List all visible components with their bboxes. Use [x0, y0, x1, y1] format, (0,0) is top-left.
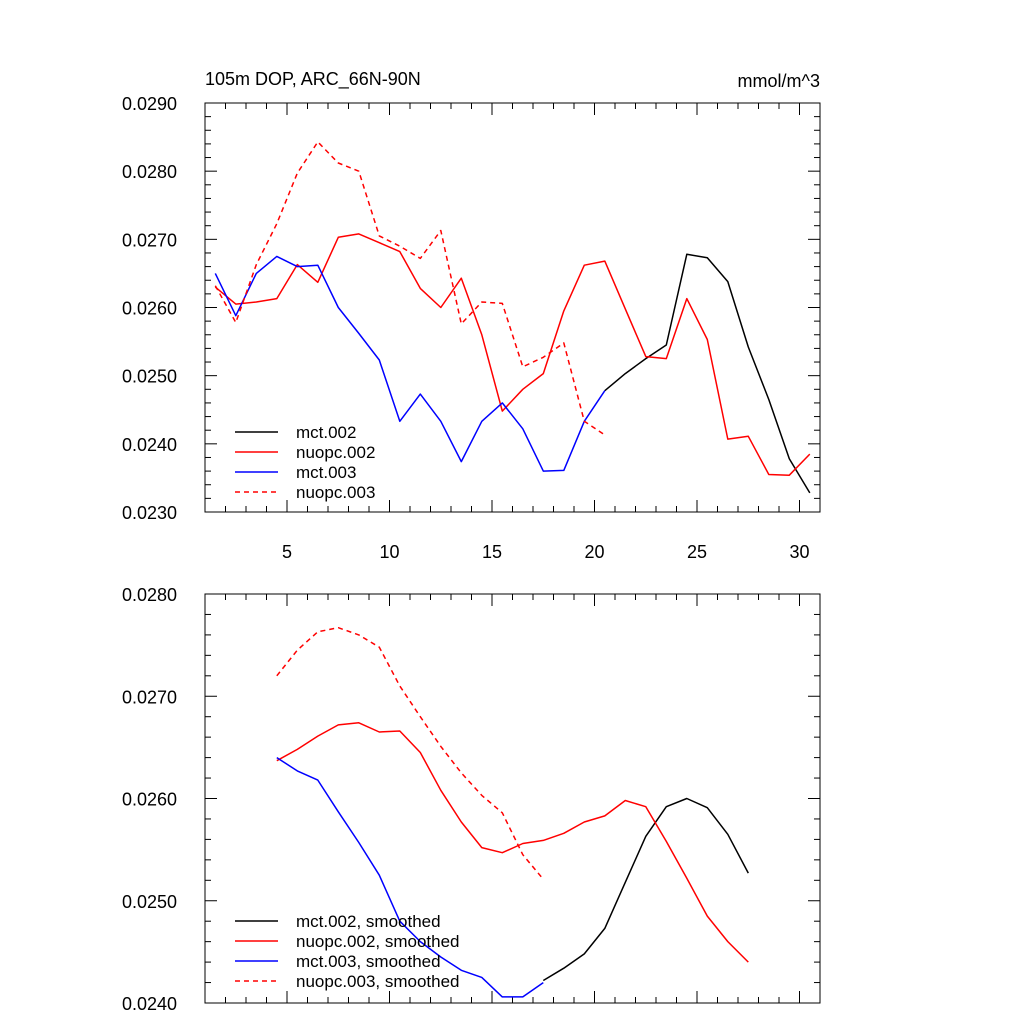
top-panel-title: 105m DOP, ARC_66N-90N — [205, 69, 421, 90]
bottom-legend-label-1: mct.002, smoothed — [296, 912, 441, 931]
top-series-line-1 — [604, 253, 811, 494]
top-legend-label-1: mct.002 — [296, 423, 356, 442]
top-series-line-2 — [214, 233, 811, 476]
bottom-series-line-1 — [542, 797, 749, 982]
top-series-line-4 — [214, 141, 606, 436]
top-x-tick-label: 25 — [687, 542, 707, 562]
bottom-y-tick-label: 0.0280 — [122, 585, 177, 605]
bottom-legend-label-2: nuopc.002, smoothed — [296, 932, 460, 951]
top-y-tick-label: 0.0270 — [122, 230, 177, 250]
bottom-y-tick-label: 0.0240 — [122, 994, 177, 1014]
top-y-tick-label: 0.0280 — [122, 162, 177, 182]
top-y-tick-label: 0.0260 — [122, 299, 177, 319]
top-x-tick-label: 15 — [482, 542, 502, 562]
top-x-tick-label: 10 — [379, 542, 399, 562]
top-x-tick-label: 5 — [282, 542, 292, 562]
top-y-tick-label: 0.0290 — [122, 94, 177, 114]
top-y-tick-label: 0.0250 — [122, 367, 177, 387]
top-legend-label-2: nuopc.002 — [296, 443, 375, 462]
bottom-legend-label-4: nuopc.003, smoothed — [296, 972, 460, 991]
top-panel-units: mmol/m^3 — [738, 71, 820, 91]
top-legend-label-4: nuopc.003 — [296, 483, 375, 502]
bottom-y-tick-label: 0.0250 — [122, 892, 177, 912]
top-legend-label-3: mct.003 — [296, 463, 356, 482]
top-x-tick-label: 30 — [789, 542, 809, 562]
top-y-tick-label: 0.0240 — [122, 435, 177, 455]
bottom-series-line-3 — [276, 756, 544, 998]
top-panel: 105m DOP, ARC_66N-90N mmol/m^3 0.0230 0.0… — [122, 69, 821, 562]
bottom-y-tick-label: 0.0260 — [122, 790, 177, 810]
bottom-series-line-2 — [276, 722, 749, 963]
bottom-series-line-4 — [276, 626, 544, 880]
top-series-line-3 — [214, 255, 606, 472]
top-x-tick-label: 20 — [584, 542, 604, 562]
bottom-y-tick-label: 0.0270 — [122, 687, 177, 707]
bottom-legend-label-3: mct.003, smoothed — [296, 952, 441, 971]
top-y-tick-label: 0.0230 — [122, 503, 177, 523]
bottom-panel: 0.0240 0.0250 0.0260 0.0270 0.0280 mct.002, s… — [122, 585, 821, 1014]
